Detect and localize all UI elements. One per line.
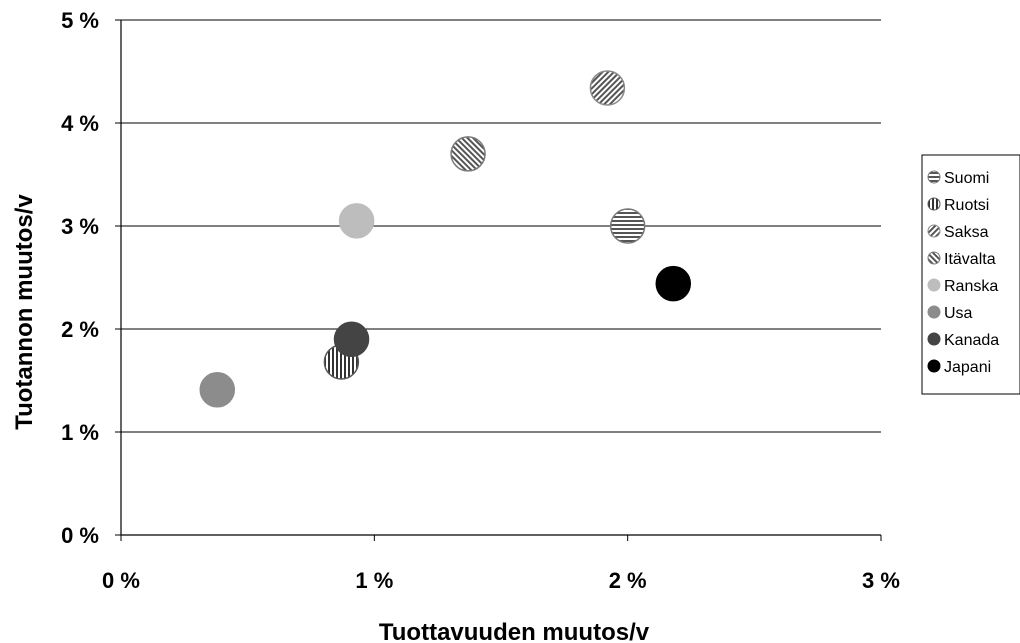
point-suomi xyxy=(609,208,646,244)
x-tick-label: 3 % xyxy=(862,568,900,593)
x-tick-labels: 0 % 1 % 2 % 3 % xyxy=(102,568,900,593)
legend-marker-ranska xyxy=(927,278,941,292)
legend-box xyxy=(921,154,1020,395)
legend-label-ruotsi: Ruotsi xyxy=(944,197,989,214)
data-points xyxy=(199,70,692,408)
y-tick-label: 1 % xyxy=(61,420,99,445)
x-tick-label: 0 % xyxy=(102,568,140,593)
y-tick-label: 5 % xyxy=(61,8,99,33)
point-usa xyxy=(199,372,236,408)
axes xyxy=(115,19,882,541)
point-japani xyxy=(655,265,692,302)
legend-label-usa: Usa xyxy=(944,305,973,322)
gridlines xyxy=(121,19,881,433)
x-tick-label: 2 % xyxy=(609,568,647,593)
y-tick-label: 0 % xyxy=(61,523,99,548)
legend-marker-usa xyxy=(927,305,941,319)
legend-label-kanada: Kanada xyxy=(944,332,999,349)
x-axis-title: Tuottavuuden muutos/v xyxy=(379,619,650,643)
legend-label-japani: Japani xyxy=(944,359,991,376)
legend-marker-kanada xyxy=(927,332,941,346)
point-it-valta xyxy=(450,136,486,172)
y-tick-label: 3 % xyxy=(61,214,99,239)
point-ranska xyxy=(338,203,375,239)
legend-label-it-valta: Itävalta xyxy=(944,251,996,268)
point-saksa xyxy=(589,70,626,106)
legend-marker-saksa xyxy=(927,224,941,238)
legend-label-saksa: Saksa xyxy=(944,224,989,241)
legend-marker-suomi xyxy=(927,170,941,184)
legend-marker-japani xyxy=(927,359,941,373)
legend-marker-ruotsi xyxy=(927,197,941,211)
point-kanada xyxy=(333,321,370,358)
y-tick-labels: 0 % 1 % 2 % 3 % 4 % 5 % xyxy=(61,8,99,548)
y-axis-title: Tuotannon muutos/v xyxy=(11,194,38,430)
y-tick-label: 2 % xyxy=(61,317,99,342)
x-tick-label: 1 % xyxy=(355,568,393,593)
legend-label-suomi: Suomi xyxy=(944,170,989,187)
legend: Suomi Ruotsi Saksa Itävalta Ranska Usa Kanada J… xyxy=(921,154,1020,395)
legend-label-ranska: Ranska xyxy=(944,278,998,295)
y-tick-label: 4 % xyxy=(61,111,99,136)
legend-marker-it-valta xyxy=(927,251,941,265)
